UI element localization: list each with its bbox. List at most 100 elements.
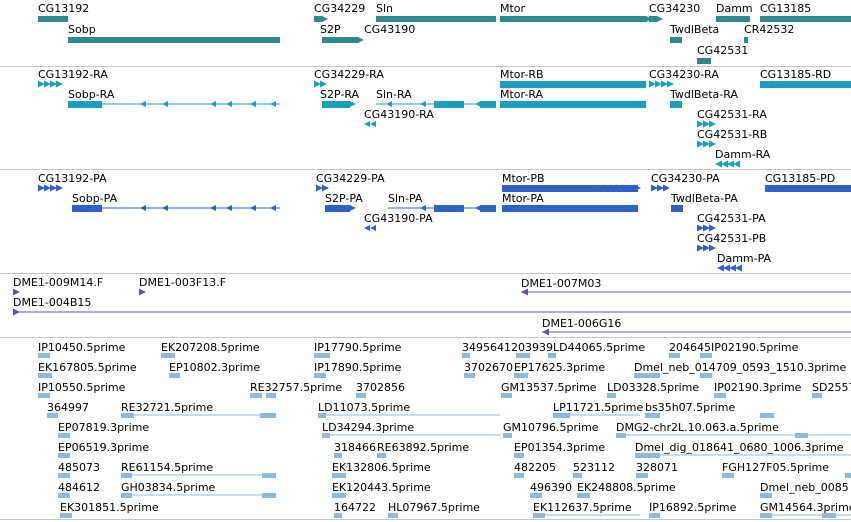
est-feature[interactable] — [760, 413, 774, 418]
strand-arrow[interactable] — [210, 101, 216, 107]
strand-arrow[interactable] — [697, 140, 704, 148]
strand-arrow[interactable] — [622, 184, 629, 192]
est-feature[interactable] — [58, 493, 70, 498]
feature-label[interactable]: RE63892.5prime — [377, 441, 470, 454]
transcript-sln-ra-exon[interactable] — [434, 101, 464, 108]
feature-label[interactable]: 318466 — [334, 441, 376, 454]
feature-label[interactable]: IP10450.5prime — [38, 341, 126, 354]
strand-arrow[interactable] — [322, 16, 328, 22]
strand-arrow[interactable] — [697, 120, 704, 128]
est-feature[interactable] — [700, 353, 712, 358]
feature-label[interactable]: 164722 — [334, 501, 376, 514]
protein-sln-pa-exon[interactable] — [480, 205, 496, 212]
est-feature[interactable] — [714, 393, 726, 398]
strand-arrow[interactable] — [50, 80, 57, 88]
feature-label[interactable]: GM14564.3prime — [760, 501, 851, 514]
est-feature[interactable] — [47, 413, 58, 418]
feature-label[interactable]: RE32757.5prime — [250, 381, 343, 394]
est-feature[interactable] — [634, 373, 660, 378]
est-feature[interactable] — [722, 473, 734, 478]
strand-arrow[interactable] — [226, 101, 232, 107]
est-feature[interactable] — [58, 433, 70, 438]
strand-arrow[interactable] — [350, 205, 356, 211]
strand-arrow[interactable] — [250, 101, 256, 107]
feature-label[interactable]: 3495641203939LD44065.5prime — [462, 341, 646, 354]
feature-label[interactable]: EP07819.3prime — [58, 421, 150, 434]
strand-arrow[interactable] — [703, 120, 710, 128]
strand-arrow[interactable] — [655, 80, 662, 88]
feature-label[interactable]: 204645IP02190.5prime — [669, 341, 799, 354]
strand-arrow[interactable] — [727, 160, 734, 168]
feature-label[interactable]: CG42531-RA — [697, 108, 767, 121]
strand-arrow[interactable] — [420, 205, 426, 211]
strand-arrow[interactable] — [364, 225, 370, 231]
est-feature[interactable] — [332, 473, 346, 478]
feature-label[interactable]: S2P-RA — [320, 88, 360, 101]
est-feature[interactable] — [314, 373, 326, 378]
feature-label[interactable]: Dmel_neb_0085 — [760, 481, 849, 494]
feature-label[interactable]: LD03328.5prime — [607, 381, 700, 394]
feature-label[interactable]: Mtor-PA — [502, 192, 544, 205]
feature-label[interactable]: CG42531 — [697, 44, 749, 57]
strand-arrow[interactable] — [370, 225, 376, 231]
strand-arrow[interactable] — [765, 184, 772, 192]
feature-label[interactable]: RE61154.5prime — [121, 461, 214, 474]
feature-label[interactable]: Sln-PA — [388, 192, 423, 205]
strand-arrow[interactable] — [616, 184, 623, 192]
strand-arrow[interactable] — [703, 224, 710, 232]
feature-label[interactable]: Damm-RA — [715, 148, 771, 161]
est-feature[interactable] — [700, 373, 712, 378]
est-feature[interactable] — [530, 493, 542, 498]
feature-label[interactable]: 364997 — [47, 401, 89, 414]
feature-label[interactable]: CG43190 — [364, 23, 416, 36]
feature-label[interactable]: CG34230-RA — [649, 68, 719, 81]
est-feature[interactable] — [760, 493, 772, 498]
feature-label[interactable]: RE32721.5prime — [121, 401, 214, 414]
feature-label[interactable]: FGH127F05.5prime — [722, 461, 829, 474]
feature-label[interactable]: Mtor — [500, 2, 526, 15]
feature-label[interactable]: EK167805.5prime — [38, 361, 137, 374]
protein-s2p-pa-exon[interactable] — [325, 205, 350, 212]
strand-arrow[interactable] — [735, 264, 742, 272]
strand-arrow[interactable] — [703, 140, 710, 148]
strand-arrow[interactable] — [766, 80, 773, 88]
feature-label[interactable]: bs35h07.5prime — [645, 401, 736, 414]
feature-label[interactable]: IP16892.5prime — [649, 501, 737, 514]
feature-label[interactable]: CG34230 — [649, 2, 701, 15]
gene-mtor[interactable] — [500, 16, 646, 22]
strand-arrow[interactable] — [226, 205, 232, 211]
est-feature[interactable] — [266, 393, 276, 398]
strand-arrow[interactable] — [634, 184, 641, 192]
feature-label[interactable]: CG42531-RB — [697, 128, 768, 141]
strand-arrow[interactable] — [270, 101, 276, 107]
feature-label[interactable]: DMG2-chr2L.10.063.a.5prime — [616, 421, 779, 434]
est-feature[interactable] — [462, 353, 470, 358]
feature-label[interactable]: CG43190-RA — [364, 108, 434, 121]
est-feature[interactable] — [464, 373, 475, 378]
gene-sobp[interactable] — [68, 37, 280, 43]
feature-label[interactable]: Mtor-PB — [502, 172, 545, 185]
gene-s2p[interactable] — [322, 37, 358, 43]
gene-cg13192[interactable] — [38, 16, 68, 22]
protein-sln-pa-exon[interactable] — [434, 205, 464, 212]
gene-sln[interactable] — [376, 16, 496, 22]
strand-arrow[interactable] — [628, 184, 635, 192]
feature-label[interactable]: EK301851.5prime — [60, 501, 159, 514]
gene-damm[interactable] — [716, 16, 750, 22]
est-feature[interactable] — [334, 513, 342, 518]
transcript-cg13185-rd[interactable] — [760, 81, 851, 88]
feature-label[interactable]: CG13185-PD — [765, 172, 836, 185]
strand-arrow[interactable] — [729, 264, 736, 272]
est-feature[interactable] — [514, 373, 528, 378]
strand-arrow[interactable] — [771, 184, 778, 192]
strand-arrow[interactable] — [50, 184, 57, 192]
strand-arrow[interactable] — [723, 264, 730, 272]
strand-arrow[interactable] — [140, 205, 146, 211]
est-feature[interactable] — [60, 513, 72, 518]
est-feature[interactable] — [548, 353, 556, 358]
strand-arrow[interactable] — [709, 120, 716, 128]
strand-arrow[interactable] — [44, 80, 51, 88]
feature-label[interactable]: IP17790.5prime — [314, 341, 402, 354]
est-feature[interactable] — [334, 453, 342, 458]
strand-arrow[interactable] — [364, 121, 370, 127]
